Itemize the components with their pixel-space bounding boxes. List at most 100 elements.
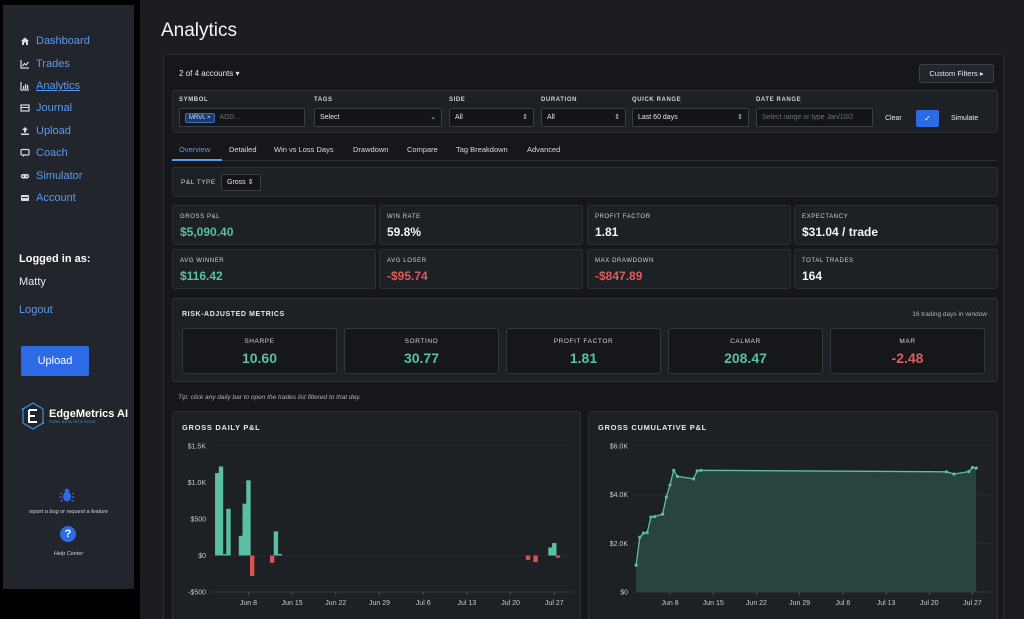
tab-detailed[interactable]: Detailed	[229, 145, 257, 154]
daily-pl-svg[interactable]: $1.5K $1.0K $500 $0 -$500 Jun 8 Jun 15 Jun 22 Ju…	[173, 412, 581, 619]
sidebar-item-dashboard[interactable]: Dashboard	[20, 30, 90, 52]
bug-report-link[interactable]: report a bug or request a feature	[28, 509, 109, 515]
stat-value: 164	[802, 269, 823, 283]
stat-label: MAX DRAWDOWN	[595, 258, 654, 264]
pl-type-label: P&L TYPE	[181, 179, 216, 186]
side-label: SIDE	[449, 97, 466, 103]
stat-label: WIN RATE	[387, 214, 421, 220]
tab-tag-breakdown[interactable]: Tag Breakdown	[456, 145, 508, 154]
line-chart-icon	[20, 59, 30, 69]
quick-range-select[interactable]: Last 60 days ⇕	[632, 108, 749, 127]
main-content: Analytics 2 of 4 accounts ▾ Custom Filte…	[140, 0, 1024, 619]
custom-filters-button[interactable]: Custom Filters ▸	[919, 64, 994, 83]
sidebar-item-journal[interactable]: Journal	[20, 97, 90, 119]
quick-range-value: Last 60 days	[638, 114, 678, 121]
sidebar-item-trades[interactable]: Trades	[20, 52, 90, 74]
daily-bar	[222, 554, 227, 556]
book-icon	[20, 103, 30, 113]
sidebar-item-upload[interactable]: Upload	[20, 120, 90, 142]
sidebar-item-analytics[interactable]: Analytics	[20, 75, 90, 97]
bug-icon[interactable]	[59, 487, 75, 503]
apply-button[interactable]: ✓	[916, 110, 939, 127]
stat-card-avg-loser: AVG LOSER -$95.74	[379, 249, 583, 289]
duration-select[interactable]: All ⇕	[541, 108, 626, 127]
sidebar-item-label: Journal	[36, 102, 73, 115]
sidebar-item-coach[interactable]: Coach	[20, 142, 90, 164]
sidebar-item-label: Trades	[36, 57, 70, 70]
date-range-label: DATE RANGE	[756, 97, 802, 103]
pl-type-select[interactable]: Gross ⇕	[221, 174, 261, 191]
sidebar-item-label: Simulator	[36, 169, 83, 182]
symbol-field[interactable]: MRVL × ADD...	[179, 108, 305, 127]
cumulative-point	[641, 531, 646, 535]
updown-icon: ⇕	[522, 114, 528, 121]
symbol-add-input[interactable]: ADD...	[219, 114, 241, 121]
tab-compare[interactable]: Compare	[407, 145, 438, 154]
x-tick-label: Jun 15	[703, 600, 724, 607]
account-selector[interactable]: 2 of 4 accounts ▾	[179, 69, 240, 78]
chart-tip: Tip: click any daily bar to open the tra…	[178, 394, 361, 401]
cumulative-point	[668, 483, 672, 487]
sidebar-nav: Dashboard Trades Analytics Journal Uploa…	[20, 30, 90, 209]
y-tick-label: $1.5K	[188, 444, 207, 451]
stat-value: -$847.89	[595, 269, 643, 283]
daily-pl-chart: GROSS DAILY P&L $1.5K $1.0K $500 $0 -$500 Jun…	[172, 411, 581, 619]
duration-label: DURATION	[541, 97, 578, 103]
side-select[interactable]: All ⇕	[449, 108, 534, 127]
help-icon[interactable]: ?	[60, 526, 76, 542]
upload-button[interactable]: Upload	[21, 346, 89, 376]
sidebar: Dashboard Trades Analytics Journal Uploa…	[3, 5, 134, 589]
quick-range-label: QUICK RANGE	[632, 97, 682, 103]
tab-advanced[interactable]: Advanced	[527, 145, 561, 154]
logo: EdgeMetrics AI TURN DATA INTO EDGE	[21, 401, 128, 431]
stat-card-profit-factor: PROFIT FACTOR 1.81	[587, 205, 791, 245]
daily-bar	[533, 555, 538, 563]
analytics-panel: 2 of 4 accounts ▾ Custom Filters ▸ SYMBO…	[163, 54, 1004, 619]
tags-select[interactable]: Select ⌄	[314, 108, 442, 127]
logo-tagline: TURN DATA INTO EDGE	[49, 419, 97, 424]
risk-note: 16 trading days in window	[912, 311, 987, 318]
tab-drawdown[interactable]: Drawdown	[353, 145, 389, 154]
risk-label: SHARPE	[244, 338, 275, 345]
tab-overview[interactable]: Overview	[179, 145, 211, 154]
stat-value: $31.04 / trade	[802, 225, 879, 239]
bar-chart-icon	[20, 81, 30, 91]
help-center-link[interactable]: Help Center	[53, 551, 84, 557]
stat-card-expectancy: EXPECTANCY $31.04 / trade	[794, 205, 998, 245]
logo-name: EdgeMetrics AI	[49, 407, 129, 420]
daily-bar	[552, 543, 557, 556]
sidebar-item-label: Account	[36, 191, 76, 204]
cumulative-point	[970, 465, 975, 470]
cumulative-point	[952, 472, 956, 476]
sidebar-item-account[interactable]: Account	[20, 187, 90, 209]
cumulative-point	[645, 531, 649, 535]
y-tick-label: $2.0K	[610, 541, 629, 548]
stat-label: PROFIT FACTOR	[595, 214, 651, 220]
symbol-chip[interactable]: MRVL ×	[185, 112, 215, 123]
sidebar-item-simulator[interactable]: Simulator	[20, 164, 90, 186]
daily-bar	[269, 555, 275, 563]
tab-win-vs-loss-days[interactable]: Win vs Loss Days	[274, 145, 334, 154]
risk-value: 30.77	[403, 350, 440, 366]
stat-value: 59.8%	[387, 225, 422, 239]
x-tick-label: Jun 29	[789, 600, 810, 607]
cumulative-pl-svg[interactable]: $6.0K $4.0K $2.0K $0 Jun 8 Jun 15 Jun 22 Jun 29…	[589, 412, 998, 619]
sidebar-item-label: Dashboard	[36, 35, 90, 48]
risk-card-sharpe: SHARPE 10.60	[182, 328, 337, 374]
chat-icon	[20, 148, 30, 158]
clear-button[interactable]: Clear	[885, 115, 902, 122]
x-tick-label: Jul 27	[545, 600, 564, 607]
simulate-button[interactable]: Simulate	[951, 115, 979, 122]
y-tick-label: $1.0K	[188, 480, 207, 487]
daily-bar	[273, 531, 279, 556]
side-value: All	[455, 114, 463, 121]
risk-label: CALMAR	[730, 338, 761, 345]
x-tick-label: Jul 27	[963, 600, 982, 607]
logout-link[interactable]: Logout	[19, 304, 53, 316]
daily-bar	[242, 503, 247, 556]
date-range-input[interactable]: Select range or type Jan/10/2	[756, 108, 873, 127]
cumulative-pl-chart: GROSS CUMULATIVE P&L $6.0K $4.0K $2.0K $0 Ju…	[588, 411, 998, 619]
x-tick-label: Jun 8	[661, 600, 678, 607]
cumulative-point	[691, 477, 696, 481]
daily-bar	[238, 535, 244, 556]
